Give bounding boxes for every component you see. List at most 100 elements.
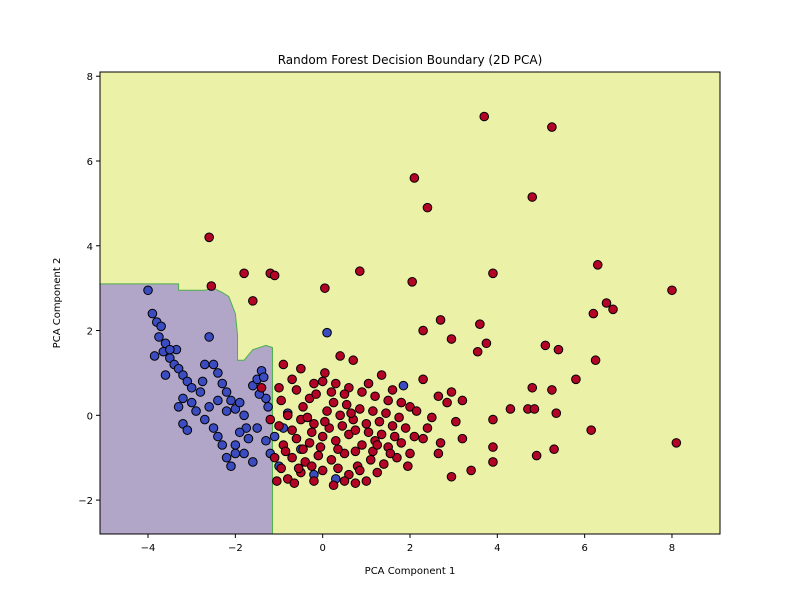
data-point-class-1 bbox=[274, 382, 284, 393]
data-point-class-1 bbox=[671, 438, 682, 448]
data-point-class-1 bbox=[291, 433, 302, 444]
data-point-class-0 bbox=[217, 440, 228, 450]
data-point-class-1 bbox=[204, 232, 214, 243]
data-point-class-0 bbox=[221, 387, 232, 397]
data-point-class-1 bbox=[387, 385, 398, 395]
data-point-class-1 bbox=[488, 268, 498, 279]
data-point-class-1 bbox=[248, 296, 258, 306]
data-point-class-1 bbox=[278, 359, 289, 370]
chart-title: Random Forest Decision Boundary (2D PCA) bbox=[278, 53, 543, 67]
data-point-class-1 bbox=[354, 465, 365, 476]
data-point-class-1 bbox=[442, 397, 452, 408]
data-point-class-1 bbox=[357, 440, 367, 450]
data-point-class-0 bbox=[173, 402, 184, 412]
data-point-class-1 bbox=[315, 442, 326, 452]
data-point-class-1 bbox=[505, 404, 516, 414]
data-point-class-0 bbox=[221, 452, 232, 463]
data-point-class-0 bbox=[160, 370, 171, 380]
data-point-class-1 bbox=[571, 374, 581, 385]
data-point-class-0 bbox=[322, 327, 332, 338]
data-point-class-1 bbox=[418, 433, 428, 444]
x-axis-label: PCA Component 1 bbox=[365, 566, 456, 577]
data-point-class-0 bbox=[213, 395, 223, 406]
data-point-class-1 bbox=[433, 391, 444, 402]
data-point-class-1 bbox=[289, 478, 300, 488]
data-point-class-1 bbox=[590, 355, 601, 366]
data-point-class-1 bbox=[361, 418, 372, 429]
data-point-class-1 bbox=[333, 463, 343, 474]
data-point-class-1 bbox=[385, 448, 396, 459]
data-point-class-1 bbox=[387, 421, 398, 431]
data-point-class-1 bbox=[592, 260, 603, 270]
data-point-class-1 bbox=[311, 389, 321, 399]
data-points bbox=[143, 111, 682, 491]
data-point-class-0 bbox=[258, 372, 269, 382]
data-point-class-1 bbox=[239, 268, 249, 279]
data-point-class-1 bbox=[472, 346, 483, 357]
data-point-class-0 bbox=[186, 382, 197, 393]
data-point-class-0 bbox=[221, 406, 232, 416]
data-point-class-1 bbox=[396, 438, 407, 448]
data-point-class-1 bbox=[309, 378, 319, 389]
data-point-class-1 bbox=[335, 410, 345, 421]
data-point-class-0 bbox=[261, 435, 271, 446]
data-point-class-1 bbox=[298, 402, 308, 412]
x-tick-label: 2 bbox=[407, 543, 413, 554]
data-point-class-1 bbox=[287, 452, 297, 463]
data-point-class-1 bbox=[350, 425, 361, 435]
x-tick-label: −2 bbox=[228, 543, 243, 554]
data-point-class-1 bbox=[488, 457, 498, 467]
data-point-class-1 bbox=[276, 463, 286, 474]
data-point-class-0 bbox=[154, 332, 164, 342]
data-point-class-1 bbox=[339, 476, 350, 486]
data-point-class-1 bbox=[326, 387, 337, 397]
data-point-class-1 bbox=[608, 304, 618, 315]
data-point-class-1 bbox=[531, 450, 542, 461]
y-tick-label: 8 bbox=[87, 72, 93, 83]
data-point-class-0 bbox=[226, 461, 236, 471]
data-point-class-1 bbox=[418, 325, 428, 336]
data-point-class-0 bbox=[239, 410, 249, 421]
data-point-class-1 bbox=[601, 298, 612, 308]
data-point-class-1 bbox=[475, 319, 485, 329]
data-point-class-0 bbox=[230, 448, 241, 459]
y-axis-ticks: −2 0 2 4 6 8 bbox=[78, 72, 100, 507]
data-point-class-0 bbox=[234, 427, 245, 438]
data-point-class-1 bbox=[317, 376, 328, 387]
x-tick-label: 0 bbox=[319, 543, 325, 554]
data-point-class-1 bbox=[280, 446, 291, 457]
data-point-class-1 bbox=[540, 340, 551, 351]
x-tick-label: 6 bbox=[581, 543, 587, 554]
data-point-class-1 bbox=[269, 452, 280, 463]
data-point-class-1 bbox=[206, 281, 217, 291]
data-point-class-0 bbox=[213, 368, 223, 378]
data-point-class-1 bbox=[451, 416, 461, 427]
data-point-class-1 bbox=[335, 351, 345, 361]
data-point-class-0 bbox=[269, 431, 280, 442]
data-point-class-1 bbox=[379, 459, 389, 469]
data-point-class-1 bbox=[354, 266, 365, 277]
data-point-class-1 bbox=[341, 399, 352, 410]
data-point-class-1 bbox=[394, 412, 404, 423]
data-point-class-1 bbox=[551, 408, 562, 419]
data-point-class-0 bbox=[195, 387, 206, 397]
data-point-class-1 bbox=[389, 431, 400, 442]
data-point-class-1 bbox=[446, 334, 457, 344]
data-point-class-0 bbox=[186, 397, 197, 408]
data-point-class-1 bbox=[306, 461, 317, 471]
x-tick-label: 4 bbox=[494, 543, 500, 554]
data-point-class-1 bbox=[588, 308, 599, 319]
data-point-class-1 bbox=[346, 408, 356, 419]
data-point-class-1 bbox=[337, 421, 348, 431]
decision-region-class-0 bbox=[100, 283, 273, 534]
data-point-class-1 bbox=[422, 423, 433, 433]
data-point-class-1 bbox=[405, 448, 415, 459]
data-point-class-1 bbox=[427, 412, 437, 423]
y-tick-label: 0 bbox=[87, 411, 93, 422]
data-point-class-1 bbox=[320, 368, 330, 378]
y-axis-label: PCA Component 2 bbox=[52, 258, 63, 349]
data-point-class-0 bbox=[239, 448, 249, 459]
y-tick-label: 6 bbox=[87, 157, 93, 168]
data-point-class-0 bbox=[204, 402, 214, 412]
data-point-class-0 bbox=[248, 457, 258, 467]
